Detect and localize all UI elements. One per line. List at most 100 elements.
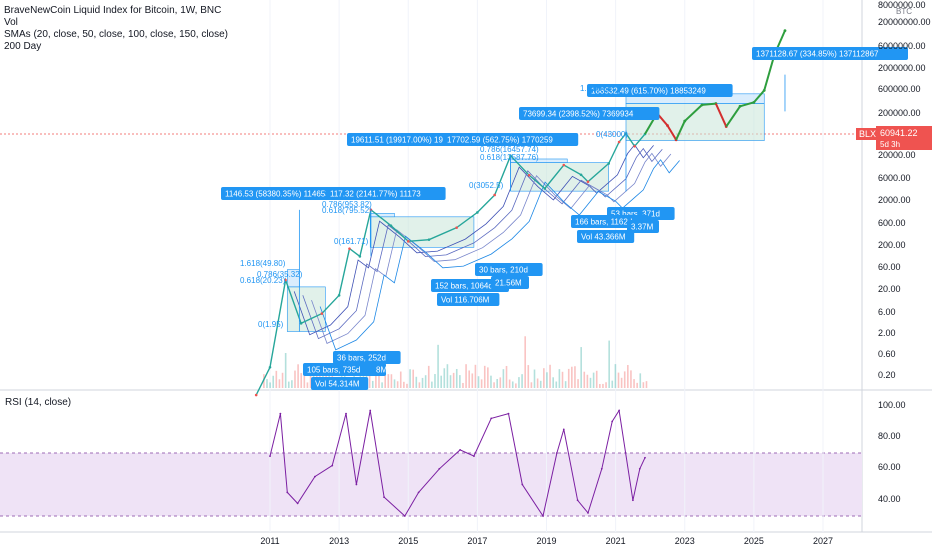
volume-bar bbox=[378, 367, 380, 388]
volume-bar bbox=[440, 375, 442, 388]
rsi-point bbox=[507, 412, 510, 415]
callout-label: 117.32 (2141.77%) 11173 bbox=[330, 190, 421, 199]
price-axis-tick-label: 2000000.00 bbox=[878, 63, 926, 73]
callout-box bbox=[491, 276, 529, 289]
series-point-blx bbox=[607, 162, 611, 165]
volume-bar bbox=[502, 369, 505, 388]
volume-bar bbox=[636, 382, 638, 388]
volume-bar bbox=[592, 372, 595, 388]
callout-label: 21.56M bbox=[495, 279, 522, 288]
rsi-label: RSI (14, close) bbox=[5, 397, 72, 408]
fib-level-label: 0(43000) bbox=[596, 130, 628, 139]
volume-bar bbox=[452, 372, 455, 388]
rsi-point bbox=[632, 499, 634, 502]
rsi-point bbox=[403, 515, 406, 517]
callout-label: 17702.59 (562.75%) 1770259 bbox=[447, 136, 553, 145]
volume-bar bbox=[515, 383, 517, 388]
volume-bar bbox=[455, 368, 458, 388]
callout-label: 73699.34 (2398.52%) 7369934 bbox=[523, 110, 634, 119]
fib-level-label: 0(161.71) bbox=[334, 237, 369, 246]
volume-bar bbox=[480, 379, 483, 388]
rsi-axis-tick-label: 40.00 bbox=[878, 494, 901, 504]
series-segment-projection bbox=[725, 105, 741, 128]
volume-bar bbox=[306, 382, 309, 388]
callout-label: 53 bars, 371d bbox=[611, 210, 660, 219]
volume-bar bbox=[518, 377, 520, 388]
volume-bar bbox=[533, 369, 536, 388]
day200-label: 200 Day bbox=[4, 41, 42, 52]
price-axis-tick-label: 20000000.00 bbox=[878, 17, 931, 27]
fib-level-label: 0.618(13587.76) bbox=[480, 153, 539, 162]
series-segment-projection bbox=[684, 104, 703, 122]
rsi-point bbox=[521, 483, 524, 486]
volume-bar bbox=[611, 380, 614, 388]
callout-label: 30 bars, 210d bbox=[479, 266, 528, 275]
volume-bar bbox=[605, 382, 607, 388]
series-segment-projection bbox=[701, 102, 716, 106]
volume-bar bbox=[446, 364, 449, 388]
price-tag-countdown: 5d 3h bbox=[880, 140, 900, 149]
volume-bar bbox=[340, 364, 343, 388]
volume-bar bbox=[602, 383, 604, 388]
time-axis-tick-label: 2027 bbox=[813, 536, 833, 546]
volume-bar bbox=[418, 382, 421, 388]
volume-bar bbox=[403, 381, 405, 388]
volume-bar bbox=[409, 369, 411, 388]
rsi-point bbox=[417, 491, 420, 494]
volume-bar bbox=[412, 369, 414, 388]
callout-box bbox=[587, 84, 733, 97]
volume-bar bbox=[524, 336, 526, 388]
currency-label: BTC bbox=[896, 7, 912, 16]
vol-label: Vol bbox=[4, 17, 18, 28]
volume-bar bbox=[583, 371, 586, 388]
price-axis-tick-label: 0.60 bbox=[878, 349, 896, 359]
fib-level-label: 0.786(35.32) bbox=[257, 270, 303, 279]
volume-bar bbox=[393, 379, 396, 388]
rsi-point bbox=[331, 464, 334, 467]
series-point-blx bbox=[284, 278, 287, 282]
volume-bar bbox=[496, 378, 498, 388]
time-axis-tick-label: 2013 bbox=[329, 536, 349, 546]
volume-bar bbox=[421, 377, 424, 388]
volume-bar bbox=[415, 376, 418, 388]
volume-bar bbox=[564, 381, 567, 388]
volume-bar bbox=[536, 378, 539, 388]
price-axis-tick-label: 20000.00 bbox=[878, 150, 916, 160]
volume-bar bbox=[431, 381, 433, 388]
time-axis-tick-label: 2011 bbox=[260, 536, 279, 546]
volume-bar bbox=[614, 364, 617, 388]
volume-bar bbox=[567, 368, 570, 388]
price-axis-tick-label: 200.00 bbox=[878, 240, 906, 250]
zone-2013-upper bbox=[369, 213, 395, 218]
volume-bar bbox=[552, 377, 554, 388]
price-tag-symbol: BLX bbox=[859, 129, 876, 139]
series-point-blx bbox=[562, 163, 566, 167]
volume-bar bbox=[530, 382, 533, 388]
volume-bar bbox=[427, 365, 430, 388]
sma-line-4 bbox=[319, 159, 680, 351]
volume-bar bbox=[642, 382, 645, 388]
volume-bar bbox=[462, 382, 464, 388]
volume-bar bbox=[555, 381, 558, 388]
rsi-band bbox=[0, 453, 862, 516]
zone-2013-lower bbox=[369, 216, 475, 248]
fib-level-label: 1.618(82...) bbox=[580, 84, 621, 93]
volume-bar bbox=[309, 366, 312, 388]
callout-label: Vol 54.314M bbox=[315, 380, 360, 389]
callout-box bbox=[431, 279, 509, 292]
callout-box bbox=[443, 133, 579, 146]
volume-bar bbox=[511, 381, 514, 388]
volume-bar bbox=[505, 365, 508, 388]
price-axis-tick-label: 6.00 bbox=[878, 307, 896, 317]
volume-bar bbox=[384, 367, 387, 388]
volume-bar bbox=[521, 374, 523, 388]
sma-line-1 bbox=[293, 144, 654, 336]
rsi-axis-tick-label: 60.00 bbox=[878, 462, 901, 472]
volume-bar bbox=[266, 379, 268, 388]
volume-bar bbox=[387, 374, 390, 388]
series-point-blx bbox=[268, 365, 272, 369]
rsi-point bbox=[611, 420, 614, 423]
rsi-point bbox=[562, 428, 565, 431]
callout-box bbox=[437, 293, 500, 306]
